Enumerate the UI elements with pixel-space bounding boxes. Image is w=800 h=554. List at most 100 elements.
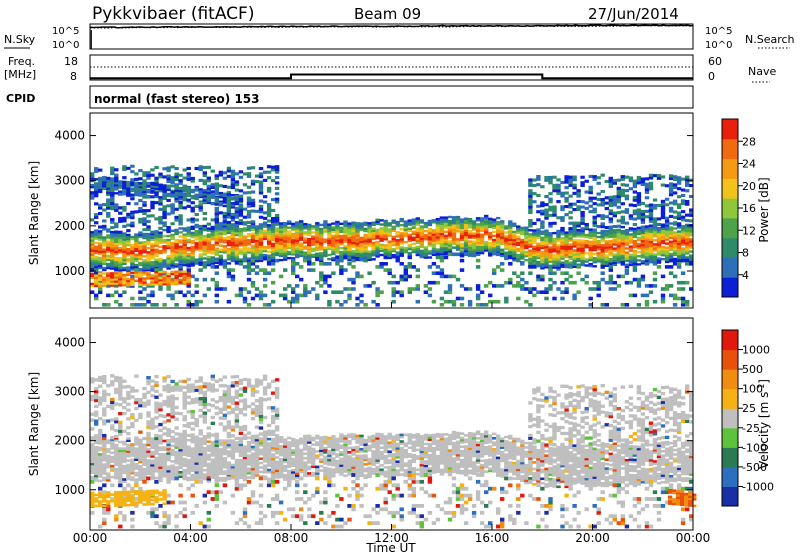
power-cell-2660	[528, 241, 533, 244]
velocity-cell-633	[174, 432, 179, 436]
power-cell-2895	[560, 237, 565, 240]
power-cell-808	[194, 185, 199, 189]
power-cell-1623	[319, 254, 324, 257]
velocity-cell-464	[154, 467, 159, 471]
velocity-cell-261	[122, 385, 127, 389]
velocity-cell-197	[114, 390, 119, 394]
velocity-cell-656	[178, 448, 183, 452]
power-cell-1626	[319, 246, 324, 249]
power-cell-164	[110, 226, 115, 230]
power-cell-669	[178, 259, 183, 263]
power-cell-3132	[592, 280, 597, 285]
power-cell-46	[94, 221, 99, 225]
power-cell-291	[126, 202, 131, 206]
power-cell-2196	[435, 232, 441, 235]
power-cell-678	[178, 239, 183, 242]
power-cell-2157	[427, 234, 433, 237]
power-cell-3260	[612, 231, 617, 234]
power-cell-840	[198, 168, 203, 172]
power-cell-1813	[355, 250, 360, 253]
power-cell-1211	[250, 240, 256, 243]
power-cell-676	[178, 245, 183, 248]
power-cell-3251	[612, 253, 617, 256]
power-cell-580	[166, 259, 171, 262]
power-cell-571	[162, 175, 167, 179]
power-cell-2888	[560, 251, 565, 254]
power-cell-436	[146, 234, 151, 238]
velocity-cell-454	[150, 388, 155, 392]
velocity-cell-161	[110, 438, 115, 441]
velocity-cell-407	[146, 459, 151, 462]
power-cbar-tick-5: 8	[742, 247, 749, 260]
power-cell-3944	[162, 274, 167, 278]
power-cell-1614	[315, 226, 320, 229]
power-cell-198	[114, 236, 119, 239]
power-cbar-tick-3: 16	[742, 202, 756, 215]
power-cell-525	[158, 241, 163, 245]
power-cell-2038	[399, 290, 404, 294]
power-cell-3703	[672, 186, 678, 190]
power-cell-3089	[588, 236, 593, 239]
power-cell-1680	[331, 258, 336, 262]
power-cell-3095	[588, 204, 593, 208]
power-cell-908	[210, 238, 215, 241]
power-cell-2998	[572, 296, 577, 301]
power-cell-651	[174, 218, 179, 222]
power-cell-2013	[395, 235, 400, 238]
velocity-cell-363	[138, 447, 143, 450]
power-cell-2703	[532, 221, 537, 225]
power-cell-3752	[680, 247, 686, 250]
power-cell-2334	[459, 303, 465, 307]
power-cell-3382	[628, 179, 634, 183]
power-cell-2412	[475, 303, 481, 307]
power-cell-1573	[307, 240, 312, 243]
power-cell-1818	[355, 240, 360, 243]
velocity-cell-318	[130, 524, 135, 529]
power-cell-1509	[295, 235, 300, 238]
velocity-cell-154	[110, 458, 115, 461]
velocity-cell-490	[154, 521, 159, 525]
power-cell-2570	[508, 280, 513, 285]
power-cell-1677	[327, 284, 332, 288]
power-cell-1097	[234, 229, 240, 233]
power-cell-4087	[162, 188, 167, 191]
velocity-cell-632	[174, 437, 179, 441]
velocity-cell-79	[98, 428, 103, 433]
power-cell-1972	[387, 244, 392, 247]
power-cell-4175	[230, 202, 236, 205]
power-cell-2057	[403, 268, 408, 272]
power-cell-3336	[624, 259, 630, 262]
power-cell-2323	[459, 238, 465, 242]
power-cell-1986	[391, 249, 396, 253]
power-cell-3875	[114, 272, 119, 275]
power-cell-2789	[544, 195, 549, 199]
power-cell-1882	[367, 232, 372, 235]
power-cell-3810	[689, 258, 694, 261]
velocity-cell-525	[162, 468, 167, 471]
power-cell-3616	[660, 199, 666, 203]
power-cell-1518	[295, 296, 300, 301]
power-cell-102	[102, 236, 107, 239]
power-cell-2055	[403, 274, 408, 279]
power-cell-83	[98, 168, 103, 172]
power-cell-2583	[512, 238, 517, 242]
power-cell-3147	[596, 203, 601, 207]
power-cell-870	[202, 277, 207, 282]
power-cell-869	[202, 293, 207, 298]
power-cell-3473	[640, 177, 646, 181]
power-cell-1193	[246, 174, 252, 178]
power-cell-3501	[644, 188, 650, 192]
power-cell-594	[166, 198, 171, 202]
power-cell-2281	[451, 240, 457, 243]
power-cell-2101	[415, 239, 420, 242]
power-cell-1831	[355, 271, 360, 275]
power-cell-1205	[250, 254, 256, 258]
power-cell-2619	[520, 243, 525, 246]
power-cell-885	[206, 237, 211, 240]
power-cell-284	[126, 237, 131, 241]
power-cell-1265	[258, 249, 264, 252]
power-cell-3331	[620, 303, 625, 307]
power-cell-559	[162, 224, 167, 228]
power-cell-3933	[154, 271, 159, 274]
